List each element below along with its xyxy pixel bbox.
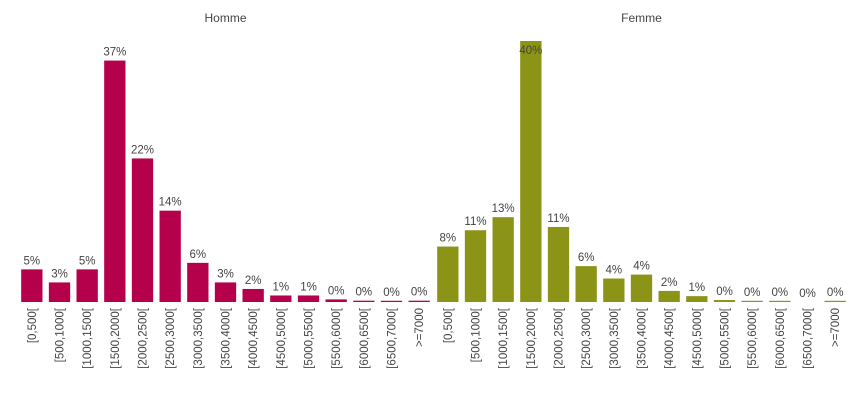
bar — [575, 266, 597, 302]
tick-label: [4500,5000[ — [276, 307, 288, 369]
data-label: 4% — [633, 261, 650, 273]
bar — [131, 158, 154, 302]
bar — [408, 300, 430, 302]
data-label: 3% — [51, 268, 68, 280]
panel-title: Homme — [204, 11, 246, 25]
bar — [325, 299, 347, 302]
bar — [603, 278, 625, 302]
tick-label: [3000,3500[ — [609, 307, 621, 369]
data-label: 0% — [411, 287, 428, 299]
tick-label: [2000,2500[ — [138, 307, 150, 369]
bar — [824, 300, 846, 302]
tick-label: [0,500[ — [443, 307, 455, 343]
data-label: 0% — [827, 287, 844, 299]
data-label: 0% — [799, 288, 816, 300]
tick-label: [6500,7000[ — [803, 307, 815, 369]
tick-label: [5500,6000[ — [747, 307, 759, 369]
tick-label: [500,1000[ — [471, 307, 483, 362]
tick-label: [1000,1500[ — [498, 307, 510, 369]
bar — [297, 295, 320, 302]
tick-label: [5000,5500[ — [720, 307, 732, 369]
bar — [741, 300, 763, 302]
tick-label: [500,1000[ — [55, 307, 67, 362]
bar — [76, 269, 98, 302]
tick-label: [3500,4000[ — [637, 307, 649, 369]
data-label: 3% — [217, 268, 234, 280]
data-label: 5% — [24, 255, 41, 267]
data-label: 1% — [273, 281, 290, 293]
tick-label: [3000,3500[ — [193, 307, 205, 369]
data-label: 11% — [464, 216, 486, 228]
data-label: 6% — [578, 252, 595, 264]
bar — [769, 300, 791, 302]
data-label: 13% — [492, 203, 515, 215]
tick-label: [1500,2000[ — [110, 307, 122, 369]
panel-title: Femme — [621, 11, 662, 25]
chart-panel-femme: Femme 8% [0,500[ 11% [500,1000[ 13% [1000,1500… — [437, 11, 846, 369]
data-label: 1% — [689, 282, 706, 294]
tick-label: [4500,5000[ — [692, 307, 704, 369]
data-label: 11% — [547, 213, 569, 225]
data-label: 0% — [772, 287, 789, 299]
bar — [353, 300, 375, 302]
tick-label: [1500,2000[ — [526, 307, 538, 369]
bar — [492, 217, 514, 302]
bar — [713, 300, 736, 302]
data-label: 0% — [356, 287, 373, 299]
bar — [547, 226, 570, 302]
data-label: 0% — [716, 286, 733, 298]
bar — [104, 60, 126, 303]
data-label: 8% — [440, 233, 457, 245]
tick-label: [6000,6500[ — [359, 307, 371, 369]
data-label: 22% — [131, 144, 154, 156]
data-label: 2% — [661, 277, 678, 289]
bar — [270, 295, 292, 302]
data-label: 0% — [328, 285, 345, 297]
bar — [242, 288, 264, 302]
bar — [686, 296, 708, 302]
tick-label: [3500,4000[ — [221, 307, 233, 369]
tick-label: [5500,6000[ — [331, 307, 343, 369]
bar — [464, 230, 487, 302]
tick-label: [0,500[ — [27, 307, 39, 343]
data-label: 5% — [79, 255, 96, 267]
data-label: 37% — [103, 47, 126, 59]
bar — [159, 210, 181, 302]
bar — [520, 41, 542, 302]
data-label: 40% — [519, 45, 542, 57]
bar — [187, 262, 209, 302]
data-label: 0% — [383, 287, 400, 299]
tick-label: >=7000 — [830, 308, 842, 347]
chart-panel-homme: Homme 5% [0,500[ 3% [500,1000[ 5% [1000,1500[ 3… — [21, 11, 430, 369]
bar — [437, 246, 459, 302]
tick-label: [5000,5500[ — [304, 307, 316, 369]
bar — [630, 274, 653, 302]
tick-label: [4000,4500[ — [664, 307, 676, 369]
data-label: 6% — [190, 249, 207, 261]
data-label: 14% — [159, 197, 182, 209]
data-label: 2% — [245, 275, 262, 287]
bar — [380, 300, 403, 302]
data-label: 4% — [606, 265, 623, 277]
tick-label: [6000,6500[ — [775, 307, 787, 369]
tick-label: [2000,2500[ — [554, 307, 566, 369]
bar — [214, 282, 237, 302]
bar — [48, 282, 71, 302]
tick-label: >=7000 — [414, 308, 426, 347]
tick-label: [2500,3000[ — [581, 307, 593, 369]
data-label: 0% — [744, 287, 761, 299]
bar — [21, 269, 43, 302]
tick-label: [2500,3000[ — [165, 307, 177, 369]
tick-label: [1000,1500[ — [82, 307, 94, 369]
tick-label: [4000,4500[ — [248, 307, 260, 369]
data-label: 1% — [300, 281, 317, 293]
bar — [658, 290, 680, 302]
tick-label: [6500,7000[ — [387, 307, 399, 369]
